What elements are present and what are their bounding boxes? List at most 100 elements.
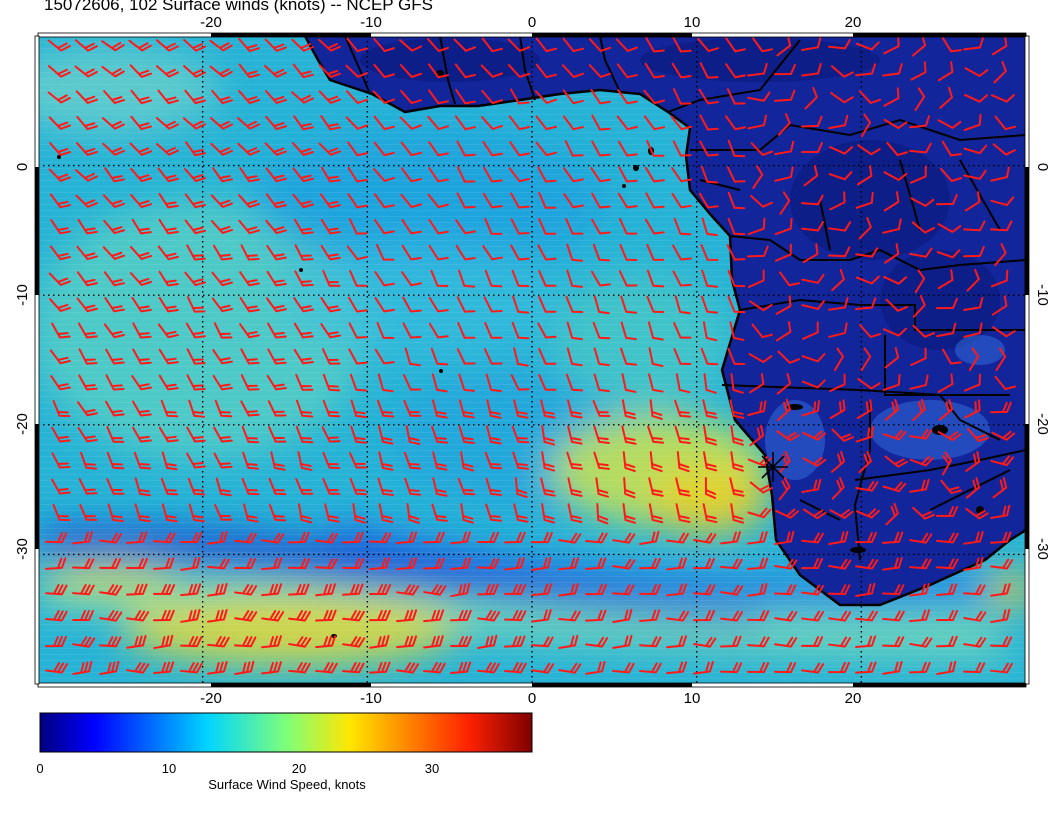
wind-barb bbox=[342, 531, 364, 544]
wind-barb bbox=[288, 662, 311, 674]
wind-barb bbox=[72, 584, 95, 596]
wind-barb bbox=[671, 167, 692, 183]
wind-barb bbox=[318, 90, 342, 104]
wind-barb bbox=[909, 636, 933, 648]
wind-barb bbox=[566, 451, 584, 470]
wind-barb bbox=[726, 88, 746, 105]
wind-barb bbox=[321, 426, 341, 443]
wind-barb bbox=[699, 140, 719, 157]
wind-barb bbox=[76, 297, 99, 313]
wind-barb bbox=[101, 65, 125, 78]
wind-barb bbox=[747, 217, 766, 236]
wind-barb bbox=[72, 660, 93, 675]
wind-barb bbox=[99, 660, 120, 675]
wind-barb bbox=[107, 503, 124, 523]
wind-barb bbox=[292, 167, 315, 183]
wind-barb bbox=[936, 532, 959, 544]
wind-barb bbox=[99, 636, 122, 648]
wind-barb bbox=[666, 583, 687, 597]
wind-barb bbox=[158, 374, 179, 391]
wind-barb bbox=[855, 635, 877, 649]
wind-barb bbox=[348, 218, 368, 235]
wind-barb bbox=[937, 269, 954, 290]
wind-barb bbox=[180, 636, 203, 648]
wind-barb bbox=[540, 399, 556, 419]
wind-barb bbox=[612, 634, 633, 649]
wind-barb bbox=[860, 347, 872, 372]
wind-barb bbox=[477, 634, 498, 650]
wind-barb bbox=[538, 295, 557, 313]
wind-barb bbox=[752, 37, 773, 53]
wind-barb bbox=[477, 558, 500, 570]
wind-barb bbox=[264, 38, 288, 52]
wind-barb bbox=[937, 119, 962, 129]
wind-barb bbox=[80, 451, 98, 470]
wind-barb bbox=[267, 348, 287, 365]
wind-barb bbox=[77, 401, 98, 417]
wind-barb bbox=[941, 348, 962, 365]
wind-barb bbox=[828, 530, 849, 545]
wind-barb bbox=[486, 399, 502, 419]
wind-barb bbox=[504, 584, 527, 596]
wind-barb bbox=[103, 323, 125, 339]
wind-barb bbox=[458, 425, 475, 445]
wind-barb bbox=[727, 191, 746, 210]
wind-barb bbox=[693, 584, 716, 596]
wind-barb bbox=[484, 451, 503, 470]
wind-barb bbox=[241, 425, 260, 444]
wind-barb bbox=[803, 164, 819, 187]
wind-barb bbox=[211, 297, 234, 313]
wind-barb bbox=[778, 477, 791, 501]
wind-barb bbox=[268, 503, 287, 522]
tick-right-2: -20 bbox=[1034, 413, 1051, 435]
wind-barb bbox=[909, 247, 933, 258]
wind-barb bbox=[537, 322, 557, 339]
wind-barb bbox=[261, 635, 282, 649]
wind-barb bbox=[612, 532, 636, 544]
wind-barb bbox=[774, 140, 795, 156]
wind-barb bbox=[612, 662, 635, 674]
wind-barb bbox=[747, 91, 771, 102]
wind-barb bbox=[646, 140, 665, 157]
wind-barb bbox=[648, 373, 664, 393]
wind-barb bbox=[185, 322, 206, 339]
wind-barb bbox=[990, 269, 1009, 288]
wind-barb bbox=[126, 610, 150, 622]
wind-barb bbox=[458, 399, 475, 419]
wind-barb bbox=[512, 295, 530, 314]
wind-barb bbox=[697, 37, 720, 53]
wind-barb bbox=[99, 584, 123, 596]
tick-bottom-4: 20 bbox=[845, 690, 862, 707]
wind-barb bbox=[347, 166, 368, 183]
wind-barb bbox=[565, 295, 584, 314]
wind-barb bbox=[47, 65, 71, 78]
wind-barb bbox=[510, 88, 530, 105]
wind-barb bbox=[404, 477, 422, 496]
wind-barb bbox=[612, 558, 636, 570]
wind-barb bbox=[646, 243, 665, 261]
tick-top-1: -10 bbox=[360, 14, 382, 31]
wind-barb bbox=[566, 321, 583, 341]
wind-barb bbox=[239, 296, 260, 313]
wind-barb bbox=[729, 477, 745, 497]
wind-barb bbox=[700, 243, 719, 261]
wind-barb bbox=[911, 221, 935, 234]
wind-barb bbox=[157, 167, 180, 183]
wind-barb bbox=[558, 634, 579, 649]
wind-barb bbox=[828, 246, 851, 258]
wind-barb bbox=[264, 64, 287, 78]
wind-barb bbox=[593, 425, 610, 444]
wind-barb bbox=[593, 373, 610, 393]
wind-barb bbox=[51, 452, 71, 469]
wind-barb bbox=[130, 167, 153, 183]
wind-barb bbox=[855, 191, 874, 209]
wind-barb bbox=[537, 244, 557, 261]
wind-barb bbox=[593, 295, 610, 315]
wind-barb bbox=[507, 64, 531, 78]
wind-barb bbox=[186, 452, 206, 469]
wind-barb bbox=[538, 217, 557, 235]
wind-barb bbox=[373, 193, 395, 209]
wind-barb bbox=[160, 399, 179, 418]
wind-barb bbox=[423, 531, 445, 544]
wind-barb bbox=[76, 271, 98, 287]
